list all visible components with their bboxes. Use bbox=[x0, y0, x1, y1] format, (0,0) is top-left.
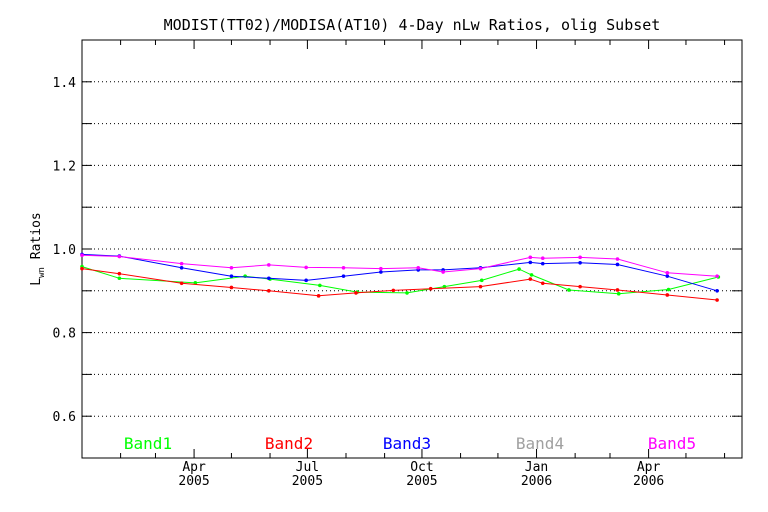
x-tick-label-year: 2006 bbox=[633, 474, 664, 489]
data-point-band1 bbox=[517, 267, 521, 271]
data-point-band5 bbox=[304, 265, 308, 270]
data-point-band5 bbox=[715, 274, 719, 278]
data-point-band3 bbox=[528, 260, 533, 265]
data-point-band5 bbox=[665, 271, 670, 275]
data-point-band5 bbox=[441, 270, 445, 274]
data-point-band5 bbox=[229, 266, 234, 270]
data-point-band2 bbox=[117, 271, 122, 276]
y-axis-label-sub: wn bbox=[37, 267, 47, 278]
data-point-band1 bbox=[193, 281, 198, 285]
x-tick-label-month: Apr bbox=[182, 460, 206, 475]
legend-item-band4: Band4 bbox=[516, 434, 564, 453]
data-point-band5 bbox=[540, 256, 545, 260]
data-point-band3 bbox=[304, 278, 308, 283]
data-point-band2 bbox=[715, 298, 719, 302]
data-point-band1 bbox=[117, 276, 122, 281]
data-point-band1 bbox=[318, 283, 322, 288]
x-tick-label-month: Jan bbox=[525, 460, 548, 475]
data-point-band2 bbox=[528, 277, 533, 281]
data-point-band5 bbox=[478, 266, 483, 271]
data-point-band2 bbox=[266, 289, 271, 293]
data-point-band5 bbox=[266, 263, 271, 267]
data-point-band1 bbox=[567, 288, 571, 292]
data-point-band2 bbox=[229, 285, 234, 290]
chart-title: MODIST(TT02)/MODISA(AT10) 4-Day nLw Rati… bbox=[164, 16, 661, 34]
data-point-band2 bbox=[80, 266, 84, 271]
data-point-band2 bbox=[540, 281, 545, 286]
data-point-band1 bbox=[666, 287, 671, 292]
data-point-band2 bbox=[391, 288, 396, 293]
data-point-band2 bbox=[615, 288, 620, 292]
x-tick-label-year: 2005 bbox=[178, 474, 209, 489]
data-point-band3 bbox=[665, 274, 670, 278]
legend-item-band3: Band3 bbox=[383, 434, 431, 453]
plot-frame bbox=[81, 39, 743, 459]
data-point-band5 bbox=[179, 261, 184, 266]
data-point-band5 bbox=[341, 266, 346, 270]
series-lines bbox=[80, 252, 721, 302]
y-tick-label: 0.6 bbox=[53, 410, 76, 425]
data-point-band3 bbox=[229, 274, 234, 278]
data-point-band1 bbox=[405, 291, 409, 295]
data-point-band5 bbox=[379, 266, 383, 271]
data-point-band5 bbox=[80, 253, 84, 258]
legend-item-band1: Band1 bbox=[124, 434, 172, 453]
x-tick-label-year: 2005 bbox=[292, 474, 323, 489]
series-line-band2 bbox=[81, 268, 718, 301]
y-axis-label-rest: Ratios bbox=[29, 212, 44, 267]
data-point-band3 bbox=[540, 261, 545, 266]
data-point-band3 bbox=[578, 260, 582, 265]
data-point-band5 bbox=[578, 255, 582, 260]
data-point-band1 bbox=[442, 284, 447, 289]
data-point-band1 bbox=[479, 278, 484, 283]
legend-item-band2: Band2 bbox=[265, 434, 313, 453]
data-point-band3 bbox=[715, 289, 719, 293]
data-point-band1 bbox=[616, 291, 621, 296]
data-point-band2 bbox=[179, 281, 184, 286]
y-tick-label: 1.4 bbox=[53, 76, 77, 91]
data-point-band2 bbox=[665, 293, 670, 297]
y-tick-label: 1.2 bbox=[53, 159, 76, 174]
data-point-band2 bbox=[478, 284, 483, 289]
x-tick-label-year: 2006 bbox=[521, 474, 552, 489]
x-tick-label-year: 2005 bbox=[406, 474, 437, 489]
data-point-band2 bbox=[316, 294, 321, 298]
data-point-band2 bbox=[354, 291, 358, 295]
data-point-band3 bbox=[615, 262, 620, 267]
y-axis-label-main: L bbox=[29, 278, 44, 286]
grid bbox=[82, 81, 742, 417]
data-point-band3 bbox=[341, 274, 346, 278]
legend-item-band5: Band5 bbox=[648, 434, 696, 453]
axis-ticks: 0.60.81.01.21.4Apr2005Jul2005Oct2005Jan2… bbox=[53, 40, 742, 489]
data-point-band3 bbox=[379, 270, 383, 274]
x-tick-label-month: Oct bbox=[410, 460, 433, 475]
data-point-band2 bbox=[428, 286, 433, 291]
data-point-band3 bbox=[266, 276, 271, 281]
data-point-band5 bbox=[117, 254, 122, 259]
data-point-band2 bbox=[578, 284, 582, 289]
legend: Band1 Band2 Band3 Band4 Band5 bbox=[124, 434, 696, 453]
data-point-band3 bbox=[179, 266, 184, 270]
x-tick-label-month: Apr bbox=[637, 460, 661, 475]
y-tick-label: 0.8 bbox=[53, 327, 76, 342]
data-point-band5 bbox=[416, 266, 421, 270]
series-line-band1 bbox=[81, 266, 719, 295]
data-point-band1 bbox=[529, 273, 534, 277]
y-tick-label: 1.0 bbox=[53, 243, 76, 258]
data-point-band5 bbox=[615, 257, 620, 261]
data-point-band5 bbox=[528, 255, 533, 260]
x-tick-label-month: Jul bbox=[296, 460, 319, 475]
y-axis-label: Lwn Ratios bbox=[29, 212, 47, 285]
